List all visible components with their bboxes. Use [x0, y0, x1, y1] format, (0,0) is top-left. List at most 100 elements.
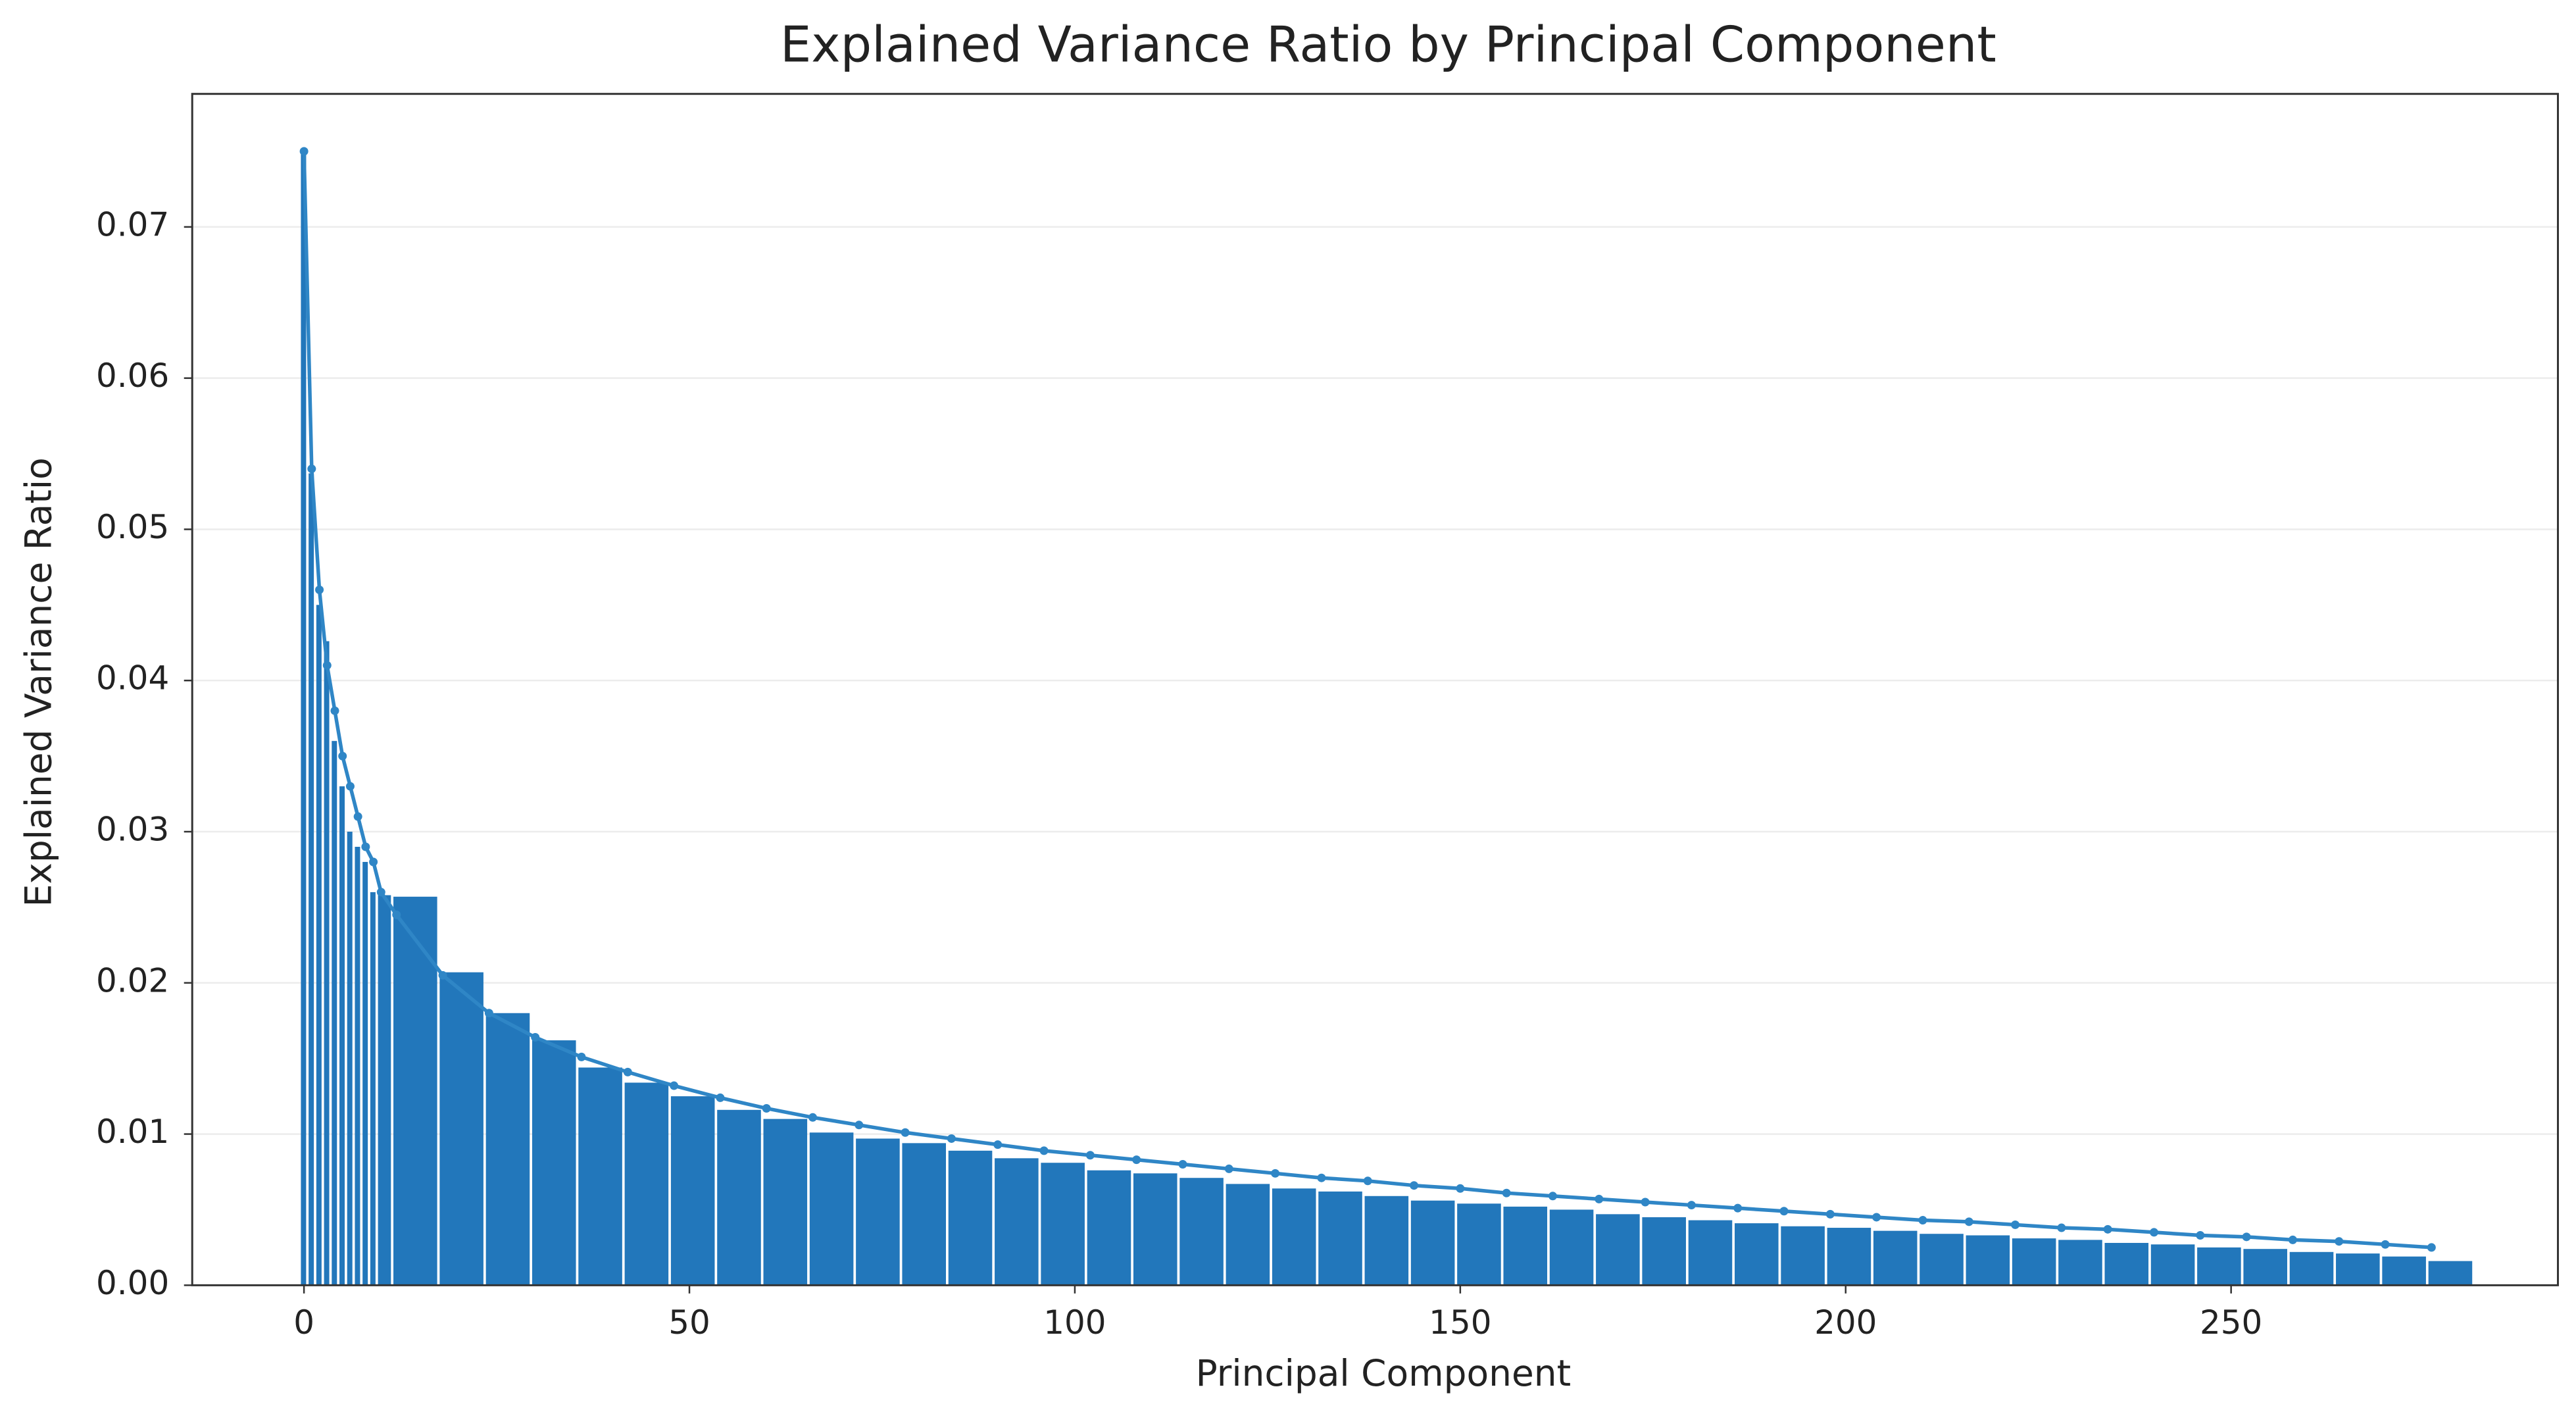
bar [2428, 1261, 2473, 1286]
bar [2104, 1243, 2149, 1286]
line-marker [330, 706, 339, 715]
bar [1318, 1191, 1362, 1286]
bar [717, 1109, 761, 1286]
line-marker [1363, 1176, 1372, 1186]
line-marker [855, 1121, 864, 1130]
x-axis-label: Principal Component [1196, 1352, 1572, 1394]
line-marker [901, 1128, 910, 1137]
bar [1272, 1188, 1316, 1286]
x-tick-label: 150 [1429, 1303, 1491, 1342]
line-marker [2242, 1232, 2251, 1242]
line-marker [1456, 1184, 1465, 1193]
line-marker [947, 1134, 956, 1143]
bar [624, 1082, 669, 1286]
bar [2197, 1247, 2241, 1286]
bar [1087, 1170, 1131, 1286]
line-marker [623, 1067, 632, 1076]
bar [393, 896, 437, 1286]
bar [1226, 1184, 1270, 1286]
line-marker [1918, 1216, 1927, 1225]
bar [2336, 1253, 2380, 1286]
bar [1133, 1173, 1177, 1286]
line-marker [1178, 1160, 1187, 1169]
bar [995, 1158, 1039, 1286]
bar [763, 1119, 808, 1286]
line-marker [353, 812, 362, 821]
line-marker [392, 910, 401, 919]
y-tick-label: 0.01 [96, 1113, 169, 1151]
line-marker [531, 1033, 540, 1042]
line-marker [376, 888, 385, 897]
plot-frame [191, 93, 2560, 1286]
line-marker [670, 1081, 679, 1090]
line-marker [2103, 1224, 2112, 1234]
bar [316, 605, 322, 1286]
x-tick-label: 250 [2200, 1303, 2262, 1342]
bar [301, 151, 307, 1286]
bar [370, 892, 376, 1286]
line-marker [2427, 1243, 2436, 1252]
line-marker [361, 842, 370, 851]
bar [1920, 1234, 1964, 1286]
bar [324, 641, 330, 1286]
bar [309, 473, 314, 1286]
line-marker [1825, 1209, 1835, 1219]
x-tick-label: 100 [1043, 1303, 1106, 1342]
bar [2058, 1240, 2102, 1286]
line-marker [2149, 1228, 2158, 1237]
y-tick-label: 0.04 [96, 659, 169, 697]
line-marker [993, 1140, 1003, 1149]
line-marker [1964, 1217, 1973, 1226]
line-marker [1641, 1198, 1650, 1207]
y-tick-label: 0.03 [96, 811, 169, 849]
line-marker [1410, 1181, 1419, 1190]
line-marker [1085, 1151, 1095, 1160]
y-tick-label: 0.05 [96, 508, 169, 546]
bar [578, 1067, 622, 1286]
bar [1503, 1206, 1548, 1286]
line-marker [438, 971, 447, 980]
line-marker [1779, 1207, 1789, 1216]
line [302, 151, 2432, 1249]
line-marker [2011, 1220, 2020, 1229]
bar [1041, 1163, 1085, 1286]
bar [1457, 1203, 1501, 1286]
bar [355, 846, 360, 1286]
bar [378, 895, 391, 1286]
bar [1688, 1220, 1733, 1286]
bar [1966, 1235, 2010, 1286]
bar [1642, 1217, 1686, 1286]
x-tick-label: 50 [668, 1303, 710, 1342]
bar [809, 1132, 854, 1286]
line-marker [1132, 1155, 1141, 1165]
chart-title: Explained Variance Ratio by Principal Co… [780, 15, 1996, 73]
bar [347, 832, 353, 1286]
bar [485, 1013, 530, 1286]
line-marker [369, 857, 378, 867]
line-marker [484, 1009, 493, 1018]
bar [1364, 1196, 1409, 1286]
bar [902, 1143, 947, 1286]
bar [1549, 1209, 1594, 1286]
bar [362, 861, 368, 1286]
y-tick-label: 0.06 [96, 357, 169, 395]
bar [1735, 1223, 1779, 1286]
line-marker [2057, 1223, 2066, 1232]
line-marker [577, 1052, 586, 1061]
line-marker [299, 147, 309, 156]
line-marker [1271, 1169, 1280, 1178]
line-marker [1224, 1164, 1233, 1173]
bar [1596, 1214, 1640, 1286]
line-marker [1317, 1173, 1326, 1182]
line-marker [315, 585, 324, 594]
line-marker [2288, 1235, 2297, 1244]
line-marker [2196, 1231, 2205, 1240]
bar [2382, 1256, 2426, 1286]
line-marker [322, 661, 332, 670]
line-marker [307, 465, 316, 474]
bar [2289, 1251, 2334, 1286]
bar [2150, 1244, 2195, 1286]
line-marker [1548, 1192, 1557, 1201]
line-marker [1872, 1213, 1881, 1222]
